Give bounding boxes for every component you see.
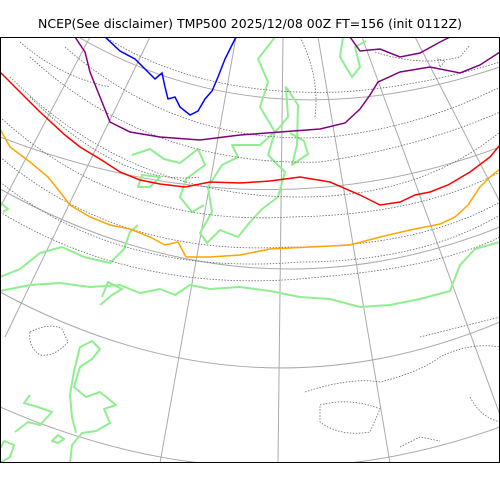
meridian-line (4, 37, 151, 338)
isotherm-red (0, 71, 500, 206)
contour-line (437, 58, 446, 68)
contour-line (0, 211, 500, 282)
coastline-bottom (0, 440, 15, 463)
coastline-island (137, 174, 161, 188)
isotherm-orange (0, 128, 500, 258)
contour-line (0, 116, 500, 219)
meridian-line (317, 37, 391, 463)
isotherm-blue (104, 37, 237, 116)
contour-line (9, 76, 500, 198)
graticule (0, 37, 500, 463)
contour-line (469, 396, 500, 423)
contour-line (299, 37, 317, 118)
coastline-west (0, 201, 9, 213)
contour-line (29, 325, 69, 356)
contour-line (0, 181, 500, 265)
contour-line (304, 345, 500, 393)
coastline-small-island (51, 434, 65, 444)
coastline-europe (14, 394, 53, 433)
meridian-line (414, 37, 500, 203)
latitude-line (77, 37, 500, 101)
coastline-hudson (99, 281, 123, 306)
coastline-greenland (199, 37, 309, 244)
contour-line (374, 44, 471, 62)
weather-map (0, 37, 500, 463)
coastline-north-america (0, 224, 139, 278)
map-title: NCEP(See disclaimer) TMP500 2025/12/08 0… (38, 16, 462, 31)
coastline-svalbard (339, 37, 367, 78)
coastline-canada (131, 148, 206, 213)
coastline (0, 37, 500, 463)
contour-line (0, 156, 500, 249)
latitude-line (0, 136, 500, 191)
meridian-line (0, 37, 91, 209)
contour-line (19, 41, 111, 88)
latitude-line (0, 406, 500, 463)
map-border (0, 37, 500, 463)
contour-line (64, 46, 500, 139)
coastline-eurasia (69, 340, 117, 463)
isotherm-purple-north (349, 37, 451, 58)
contour-line (399, 436, 441, 448)
contour-line (104, 37, 500, 93)
dotted-contours (0, 37, 500, 448)
isotherm-purple (74, 37, 500, 141)
coastline-peninsula (0, 241, 500, 308)
meridian-line (277, 37, 284, 463)
latitude-line (0, 291, 500, 369)
contour-line (319, 401, 381, 434)
latitude-line (0, 188, 500, 270)
contour-line (29, 96, 201, 179)
meridian-line (159, 37, 237, 463)
